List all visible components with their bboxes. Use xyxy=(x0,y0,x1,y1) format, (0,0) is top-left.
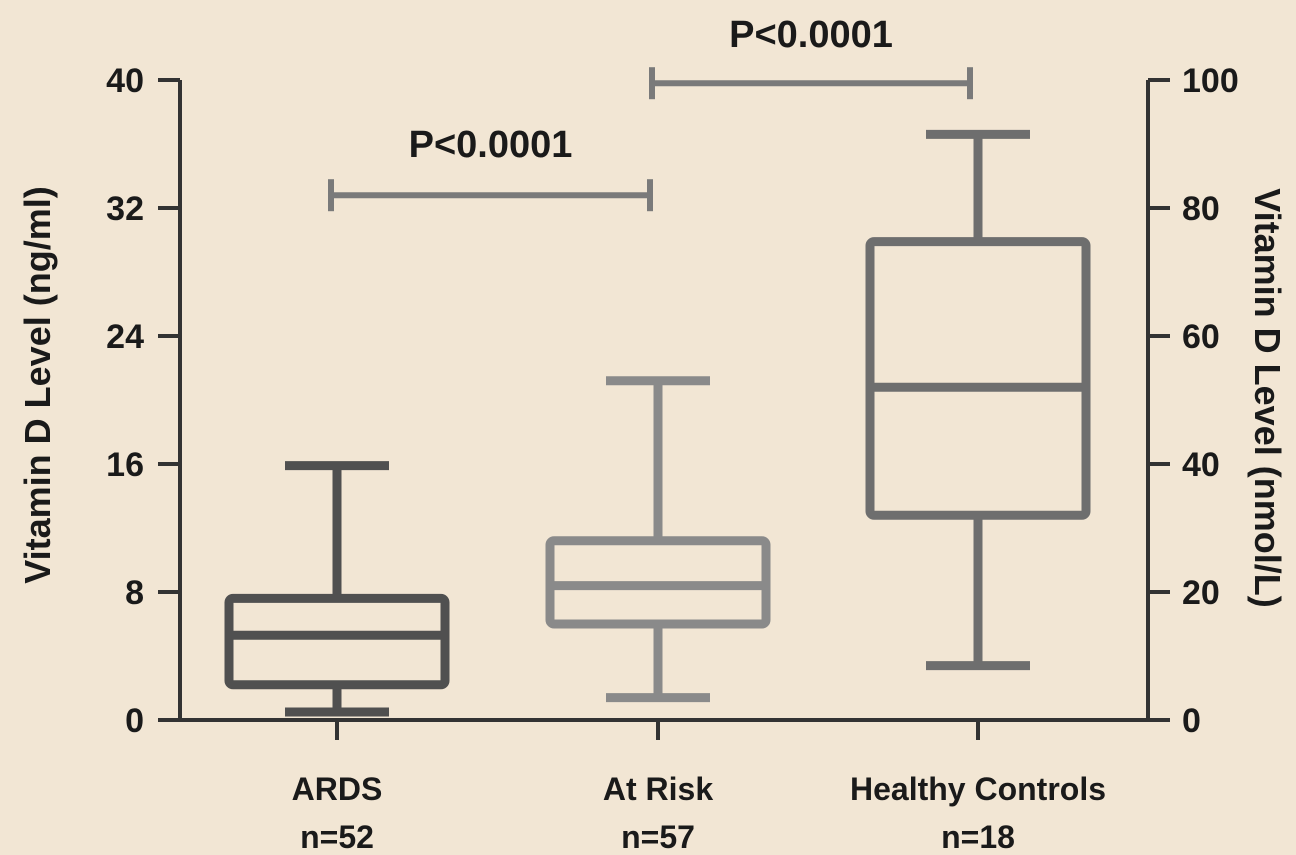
significance-bracket: P<0.0001 xyxy=(649,14,973,100)
category-n-label: n=57 xyxy=(621,819,695,855)
y2-tick-label: 0 xyxy=(1182,702,1201,740)
y2-tick-label: 100 xyxy=(1182,62,1239,100)
y2-axis-title: Vitamin D Level (nmol/L) xyxy=(1247,188,1288,607)
p-value-label: P<0.0001 xyxy=(409,124,573,166)
comparisons: P<0.0001 P<0.0001 xyxy=(328,14,973,212)
p-value-label: P<0.0001 xyxy=(729,14,893,56)
y-axis-title: Vitamin D Level (ng/ml) xyxy=(17,186,58,583)
iqr-box xyxy=(224,593,450,690)
axes: 0 8 16 24 32 40 0 20 40 60 80 100 ARDS n=52 At Risk n=5… xyxy=(106,62,1239,855)
y2-tick-label: 20 xyxy=(1182,574,1220,612)
iqr-box xyxy=(865,237,1091,520)
y-tick-label: 24 xyxy=(106,318,144,356)
category-n-label: n=18 xyxy=(941,819,1015,855)
category-n-label: n=52 xyxy=(300,819,374,855)
category-label: Healthy Controls xyxy=(850,771,1106,807)
significance-bracket: P<0.0001 xyxy=(328,124,653,212)
boxes xyxy=(224,129,1091,717)
category-label: ARDS xyxy=(292,771,383,807)
y2-tick-label: 40 xyxy=(1182,446,1220,484)
y-tick-label: 8 xyxy=(125,574,144,612)
y-tick-label: 16 xyxy=(106,446,144,484)
box-group xyxy=(545,376,771,703)
y-tick-label: 40 xyxy=(106,62,144,100)
y2-tick-label: 60 xyxy=(1182,318,1220,356)
category-label: At Risk xyxy=(603,771,713,807)
y2-tick-label: 80 xyxy=(1182,190,1220,228)
y-tick-label: 0 xyxy=(125,702,144,740)
box-group xyxy=(865,129,1091,671)
y-tick-label: 32 xyxy=(106,190,144,228)
box-group xyxy=(224,461,450,717)
